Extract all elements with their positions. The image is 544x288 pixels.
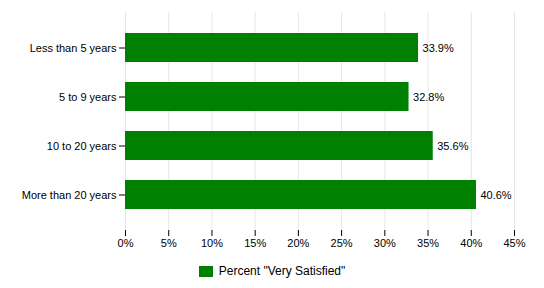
svg-text:35.6%: 35.6% bbox=[437, 140, 468, 152]
svg-text:32.8%: 32.8% bbox=[413, 91, 444, 103]
html-text:Percent "Very Satisfied": Percent "Very Satisfied" bbox=[218, 264, 346, 278]
svg-text:20%: 20% bbox=[287, 237, 309, 249]
svg-text:15%: 15% bbox=[244, 237, 266, 249]
svg-text:33.9%: 33.9% bbox=[423, 42, 454, 54]
svg-text:30%: 30% bbox=[374, 237, 396, 249]
svg-text:5 to 9 years: 5 to 9 years bbox=[59, 91, 117, 103]
svg-text:More than 20 years: More than 20 years bbox=[22, 189, 117, 201]
svg-text:Less than 5 years: Less than 5 years bbox=[30, 42, 117, 54]
svg-text:5%: 5% bbox=[161, 237, 177, 249]
svg-text:40%: 40% bbox=[460, 237, 482, 249]
svg-text:40.6%: 40.6% bbox=[480, 189, 511, 201]
svg-text:0%: 0% bbox=[118, 237, 134, 249]
svg-text:10 to 20 years: 10 to 20 years bbox=[47, 140, 117, 152]
svg-text:10%: 10% bbox=[201, 237, 223, 249]
svg-text:45%: 45% bbox=[503, 237, 525, 249]
svg-text:25%: 25% bbox=[331, 237, 353, 249]
svg-text:35%: 35% bbox=[417, 237, 439, 249]
